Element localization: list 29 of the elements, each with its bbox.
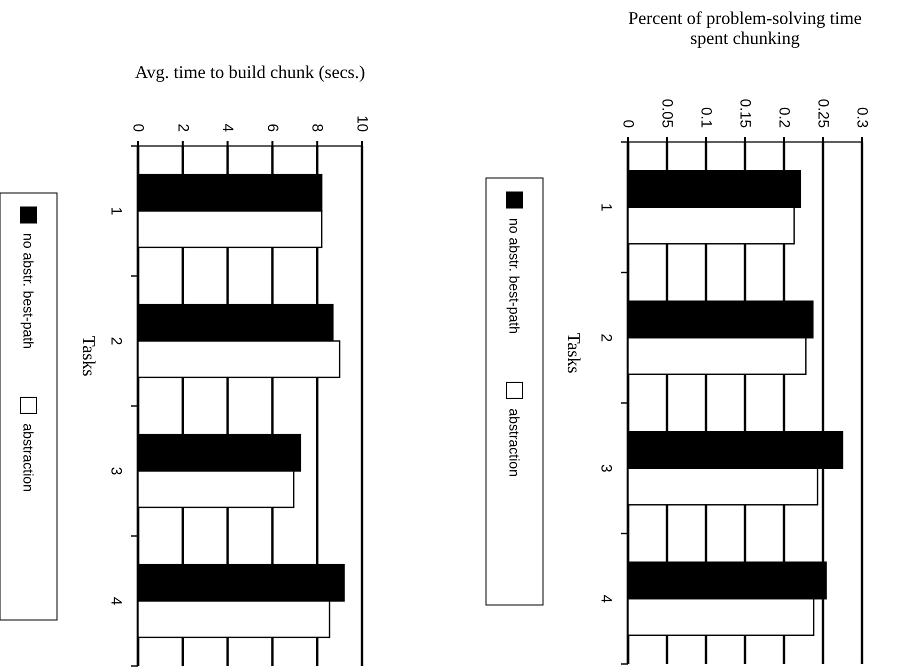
- x-tick-label: 10: [354, 115, 370, 132]
- x-tick-label: 0.15: [736, 98, 754, 128]
- y-tick-label: 3: [598, 464, 614, 472]
- x-axis-title: Percent of problem-solving time spent chunking: [628, 8, 862, 48]
- x-tick-label: 0.1: [698, 107, 714, 128]
- x-tick-label: 0.2: [776, 107, 792, 128]
- x-tick-label: 8: [308, 124, 326, 132]
- x-tick-label: 0: [620, 120, 636, 128]
- x-axis-title: Avg. time to build chunk (secs.): [134, 62, 366, 82]
- x-tick-label: 2: [174, 124, 192, 132]
- x-tick-label: 4: [219, 124, 236, 132]
- x-tick-label: 6: [264, 124, 281, 132]
- y-axis-title: Tasks: [79, 336, 99, 376]
- y-tick-label: 1: [108, 206, 124, 216]
- y-axis-title: Tasks: [564, 332, 584, 374]
- x-tick-label: 0.3: [854, 107, 870, 128]
- legend-label: no abstr. best-path: [506, 218, 522, 334]
- x-tick-label: 0.25: [814, 98, 832, 128]
- legend-label: no abstr. best-path: [20, 233, 36, 349]
- y-tick-label: 4: [598, 594, 614, 603]
- x-tick-label: 0.05: [658, 98, 676, 128]
- y-tick-label: 3: [108, 466, 124, 476]
- y-tick-label: 4: [108, 596, 124, 606]
- x-tick-label: 0: [130, 124, 146, 132]
- legend-label: abstraction: [20, 423, 36, 492]
- y-tick-label: 2: [598, 334, 614, 342]
- y-tick-label: 1: [598, 203, 614, 212]
- y-tick-label: 2: [108, 336, 124, 346]
- legend-label: abstraction: [506, 408, 522, 477]
